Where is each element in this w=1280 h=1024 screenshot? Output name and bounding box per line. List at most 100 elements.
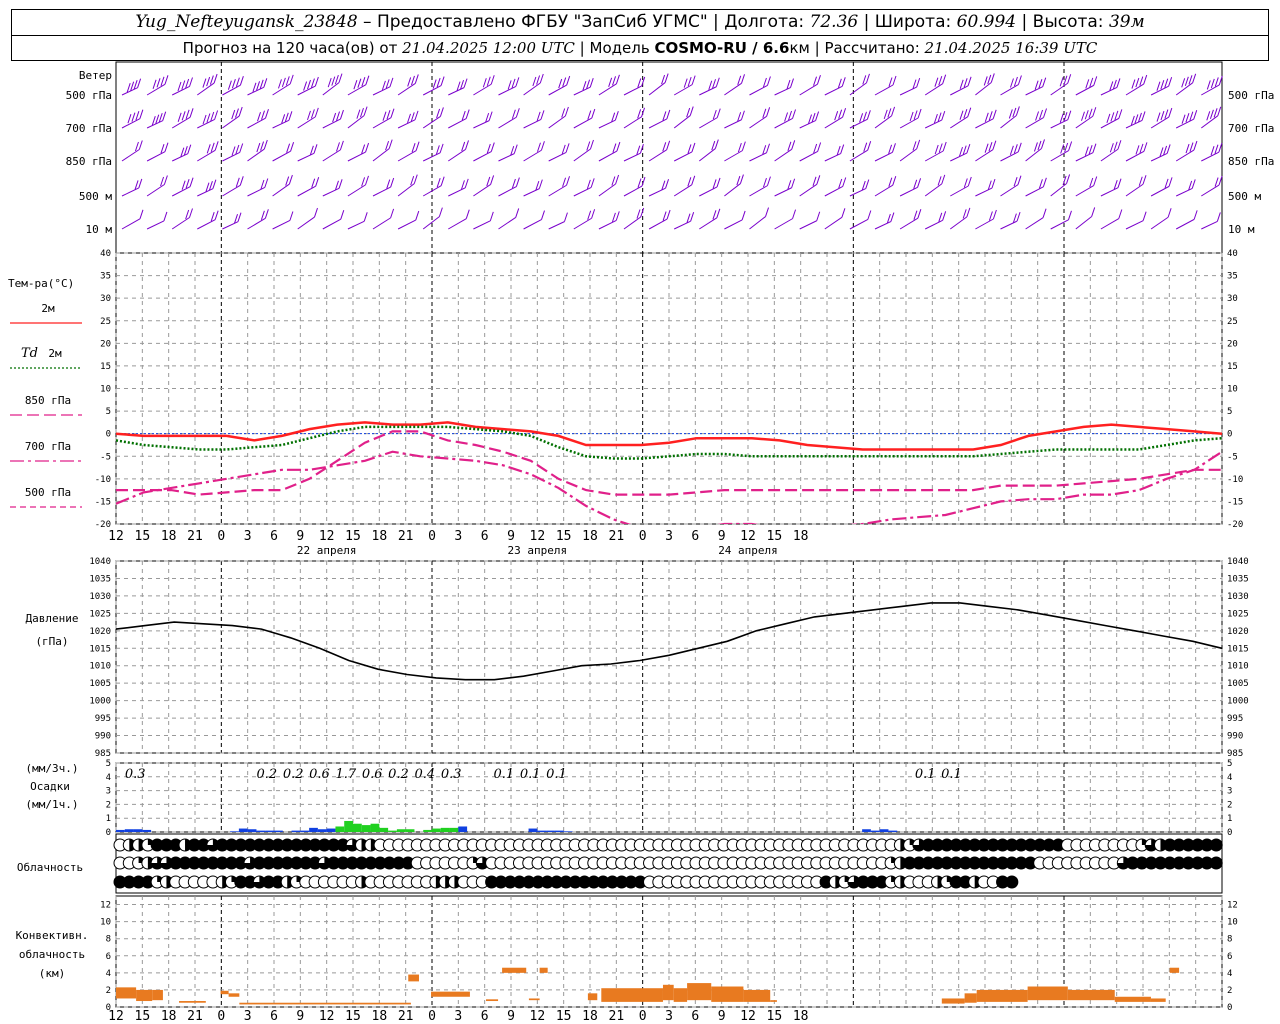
wind-barb-feather-0-28-0 bbox=[841, 77, 846, 87]
wind-barb-feather-3-36-1 bbox=[1038, 179, 1043, 189]
cloud-fill bbox=[160, 839, 173, 851]
cloud-cell-0-9 bbox=[197, 838, 211, 852]
wind-barb-feather-2-3-1 bbox=[210, 142, 215, 153]
pres-ytick-right-2: 1030 bbox=[1227, 592, 1249, 602]
wind-barb-feather-4-35-0 bbox=[1016, 211, 1021, 222]
wind-barb-feather-0-19-0 bbox=[615, 74, 620, 84]
cloud-title: Облачность bbox=[17, 861, 83, 874]
wind-level-right-0: 500 гПа bbox=[1228, 89, 1274, 102]
wind-barb-staff-1-40 bbox=[1125, 119, 1143, 129]
wind-barb-feather-0-0-1 bbox=[133, 80, 138, 90]
wind-barb-staff-1-25 bbox=[749, 115, 767, 129]
wind-barb-feather-1-29-0 bbox=[866, 110, 871, 120]
wind-barb-staff-3-1 bbox=[146, 184, 165, 197]
wind-barb-feather-4-35-1 bbox=[1012, 213, 1017, 223]
wind-barb-feather-1-5-0 bbox=[265, 109, 269, 119]
wind-barb-staff-1-28 bbox=[824, 116, 843, 129]
wind-barb-staff-4-4 bbox=[222, 221, 239, 230]
wind-barb-feather-2-32-1 bbox=[938, 143, 943, 153]
pres-ytick-left-6: 1010 bbox=[89, 662, 111, 672]
wind-barb-feather-3-23-1 bbox=[712, 179, 717, 189]
cloud-fill bbox=[141, 876, 154, 888]
precip-bar-7 bbox=[256, 830, 266, 832]
precip-3h-label-11: 0.1 bbox=[546, 767, 567, 782]
cloud-cell-1-10 bbox=[206, 856, 220, 870]
wind-barb-feather-0-23-0 bbox=[715, 77, 720, 87]
pres-unit: (гПа) bbox=[35, 635, 68, 648]
precip-bar-18 bbox=[361, 825, 371, 832]
wind-barb-staff-2-7 bbox=[297, 152, 315, 162]
wind-barb-staff-2-16 bbox=[523, 149, 542, 162]
pres-ytick-left-9: 995 bbox=[95, 714, 111, 724]
wind-barb-staff-4-42 bbox=[1175, 218, 1195, 230]
wind-barb-feather-2-8-1 bbox=[336, 142, 340, 152]
precip-bar-1 bbox=[124, 829, 134, 832]
wind-barb-feather-0-34-1 bbox=[987, 74, 992, 85]
precip-ytick-left-3: 2 bbox=[106, 800, 111, 810]
wind-barb-staff-4-27 bbox=[799, 220, 817, 230]
precip-ytick-right-0: 5 bbox=[1227, 759, 1232, 769]
conv-ytick-left-0: 12 bbox=[100, 901, 111, 911]
wind-barb-feather-3-41-1 bbox=[1164, 178, 1169, 189]
wind-barb-staff-4-14 bbox=[473, 220, 491, 230]
wind-barb-feather-3-3-2 bbox=[205, 182, 210, 192]
cloud-cell-0-97 bbox=[1014, 838, 1028, 852]
bottom-xtick-21: 3 bbox=[665, 1009, 673, 1024]
wind-barb-feather-0-41-0 bbox=[1168, 77, 1173, 87]
wind-barb-feather-1-16-0 bbox=[540, 110, 545, 120]
wind-barb-feather-0-28-1 bbox=[837, 78, 842, 88]
bottom-xtick-5: 3 bbox=[244, 1009, 252, 1024]
temp-ytick-left-5: 15 bbox=[100, 362, 111, 372]
temp-xtick-4: 0 bbox=[217, 529, 225, 544]
bottom-xtick-19: 21 bbox=[609, 1009, 625, 1024]
wind-barb-staff-0-14 bbox=[473, 83, 492, 96]
wind-barb-feather-1-1-2 bbox=[155, 114, 160, 124]
wind-barb-feather-1-17-0 bbox=[564, 106, 569, 117]
temp-ytick-right-5: 15 bbox=[1227, 362, 1238, 372]
cloud-fill bbox=[922, 857, 935, 869]
cloud-fill bbox=[309, 839, 322, 851]
wind-barb-feather-2-33-0 bbox=[966, 143, 971, 154]
cloud-fill bbox=[1033, 839, 1046, 851]
wind-barb-feather-0-13-2 bbox=[456, 81, 461, 91]
temp-ytick-left-12: -20 bbox=[95, 520, 111, 530]
wind-barb-feather-1-10-0 bbox=[390, 108, 395, 118]
wind-barb-feather-2-10-0 bbox=[388, 139, 393, 149]
wind-barb-feather-3-11-1 bbox=[410, 175, 415, 186]
pres-ytick-left-4: 1020 bbox=[89, 627, 111, 637]
wind-barb-staff-0-37 bbox=[1050, 82, 1069, 96]
wind-barb-staff-0-10 bbox=[372, 86, 391, 96]
wind-barb-feather-0-3-2 bbox=[206, 76, 211, 87]
wind-barb-feather-0-20-0 bbox=[641, 76, 646, 87]
temp-xtick-3: 21 bbox=[187, 529, 203, 544]
cloud-fill bbox=[290, 839, 303, 851]
precip-bar-3 bbox=[142, 829, 152, 832]
wind-barb-feather-3-43-1 bbox=[1214, 177, 1219, 187]
wind-barb-feather-3-38-0 bbox=[1093, 176, 1098, 186]
pres-ytick-left-5: 1015 bbox=[89, 644, 111, 654]
precip-bar-29 bbox=[528, 828, 538, 832]
precip-ytick-left-4: 1 bbox=[106, 814, 111, 824]
cloud-fill bbox=[606, 876, 619, 888]
cloud-fill bbox=[336, 839, 349, 851]
wind-barb-feather-2-21-0 bbox=[666, 140, 671, 150]
cloud-cell-1-27 bbox=[364, 856, 378, 870]
wind-barb-feather-4-43-0 bbox=[1216, 212, 1221, 222]
wind-barb-feather-4-32-0 bbox=[942, 211, 947, 221]
wind-barb-feather-4-34-0 bbox=[992, 209, 997, 220]
wind-barb-feather-2-43-2 bbox=[1210, 146, 1215, 156]
wind-barb-feather-2-5-0 bbox=[263, 139, 268, 150]
wind-barb-feather-4-18-0 bbox=[591, 209, 596, 219]
wind-barb-staff-3-16 bbox=[523, 188, 540, 197]
conv-bar-25 bbox=[1067, 989, 1115, 1001]
wind-barb-staff-2-23 bbox=[698, 148, 716, 162]
temp-legend-label-4: 500 гПа bbox=[25, 486, 71, 499]
wind-barb-feather-2-20-1 bbox=[636, 145, 641, 155]
cloud-cell-0-16 bbox=[262, 838, 276, 852]
wind-barb-feather-1-8-1 bbox=[336, 111, 341, 121]
cloud-sector bbox=[160, 857, 173, 870]
precip-ytick-right-5: 0 bbox=[1227, 828, 1232, 838]
cloud-cell-2-2 bbox=[132, 875, 146, 889]
temp-xtick-9: 15 bbox=[345, 529, 361, 544]
bottom-xtick-15: 9 bbox=[507, 1009, 515, 1024]
